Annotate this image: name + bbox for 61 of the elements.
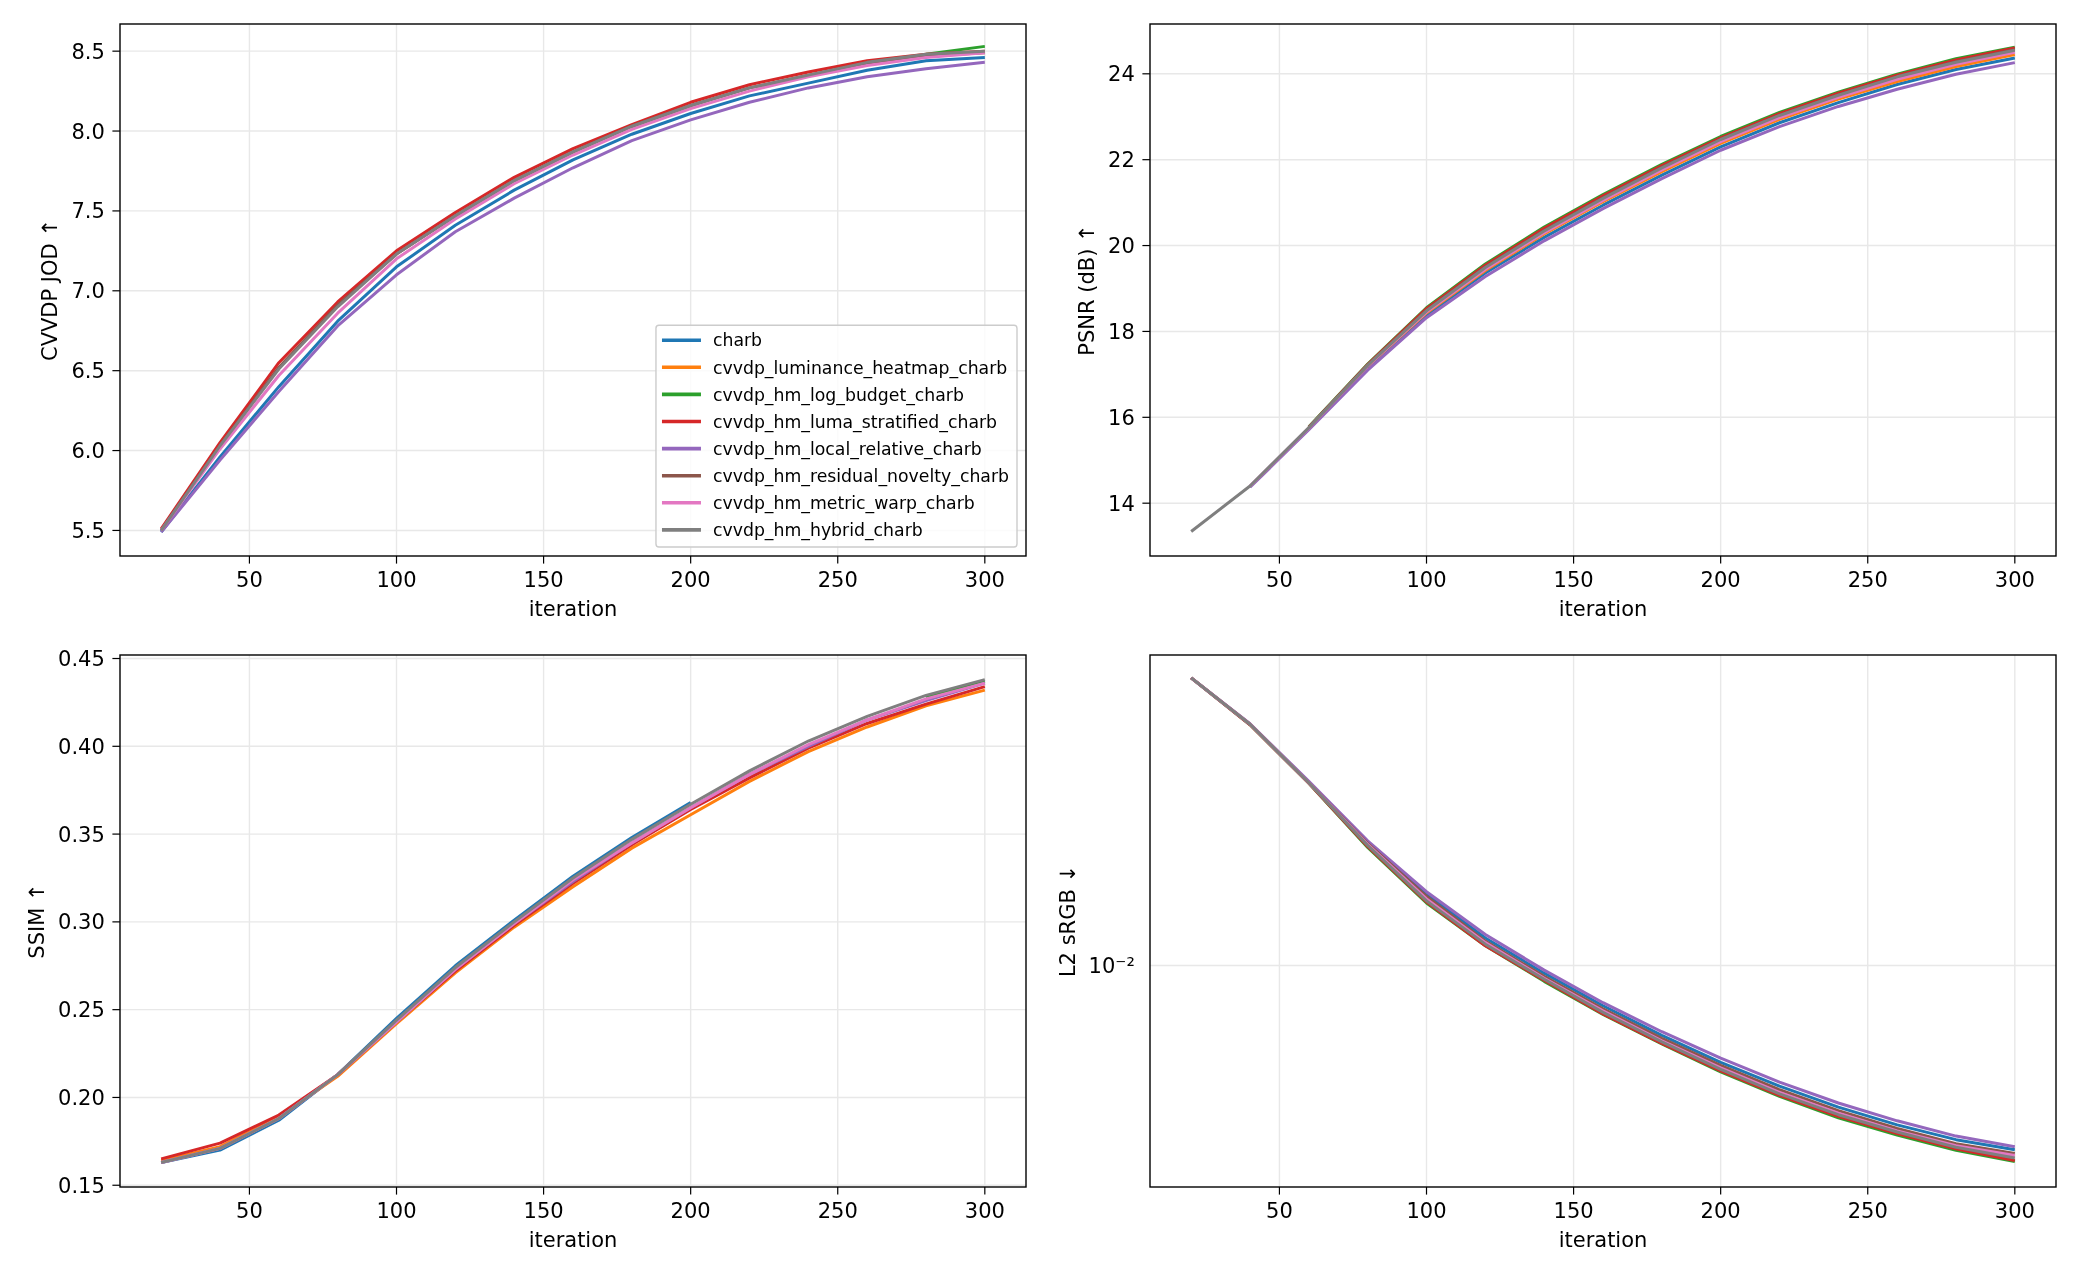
x-tick-label: 100 (376, 568, 417, 593)
y-tick-label: 0.15 (58, 1173, 105, 1198)
x-tick-label: 150 (523, 568, 564, 593)
y-tick-label: 0.30 (58, 910, 105, 935)
x-tick-label: 100 (1406, 1199, 1447, 1224)
legend-label: cvvdp_hm_luma_stratified_charb (712, 411, 998, 433)
y-tick-label: 0.45 (58, 647, 105, 672)
legend-label: cvvdp_hm_metric_warp_charb (712, 493, 975, 515)
x-tick-label: 250 (1847, 1199, 1888, 1224)
y-tick-label: 6.5 (71, 359, 105, 384)
x-axis-title: iteration (528, 1228, 618, 1252)
y-tick-label: 16 (1108, 405, 1135, 430)
x-tick-label: 300 (1994, 1199, 2035, 1224)
y-tick-label: 18 (1108, 320, 1135, 344)
y-axis-title: SSIM ↑ (25, 883, 50, 959)
y-tick-label: 7.5 (71, 199, 105, 224)
x-tick-label: 150 (523, 1199, 564, 1224)
y-tick-label: 24 (1108, 62, 1135, 87)
x-axis-title: iteration (1558, 597, 1648, 621)
y-axis-title: L2 sRGB ↓ (1055, 864, 1080, 978)
x-axis-title: iteration (1558, 1228, 1648, 1252)
x-tick-label: 50 (1266, 1199, 1293, 1224)
legend-label: cvvdp_hm_local_relative_charb (712, 438, 982, 460)
x-tick-label: 100 (1406, 568, 1447, 593)
x-tick-label: 50 (236, 1199, 263, 1224)
y-tick-label: 5.5 (71, 519, 105, 543)
y-tick-label: 0.40 (58, 734, 105, 759)
legend-label: cvvdp_hm_log_budget_charb (712, 384, 964, 406)
x-tick-label: 250 (817, 568, 858, 593)
y-axis-title: CVVDP JOD ↑ (38, 218, 63, 362)
y-tick-label: 0.25 (58, 998, 105, 1023)
y-tick-label: 0.20 (58, 1086, 105, 1111)
legend-label: cvvdp_hm_hybrid_charb (712, 520, 923, 542)
ref-line-label: 10⁻² (1088, 954, 1135, 979)
y-tick-label: 8.0 (71, 119, 105, 144)
y-tick-label: 14 (1108, 491, 1135, 516)
x-tick-label: 200 (670, 568, 711, 593)
x-tick-label: 250 (817, 1199, 858, 1224)
x-tick-label: 150 (1553, 568, 1594, 593)
x-tick-label: 50 (1266, 568, 1293, 593)
x-tick-label: 150 (1553, 1199, 1594, 1224)
x-axis-title: iteration (528, 597, 618, 621)
x-tick-label: 200 (670, 1199, 711, 1224)
x-tick-label: 100 (376, 1199, 417, 1224)
x-tick-label: 250 (1847, 568, 1888, 593)
x-tick-label: 200 (1700, 1199, 1741, 1224)
legend-label: cvvdp_luminance_heatmap_charb (712, 357, 1008, 379)
x-tick-label: 300 (1994, 568, 2035, 593)
y-tick-label: 20 (1108, 234, 1135, 259)
legend-label: charb (712, 330, 763, 351)
y-tick-label: 22 (1108, 148, 1135, 173)
y-tick-label: 6.0 (71, 439, 105, 464)
legend-label: cvvdp_hm_residual_novelty_charb (712, 465, 1010, 487)
y-tick-label: 0.35 (58, 822, 105, 847)
x-tick-label: 50 (236, 568, 263, 593)
x-tick-label: 300 (964, 568, 1005, 593)
x-tick-label: 300 (964, 1199, 1005, 1224)
y-tick-label: 8.5 (71, 39, 105, 64)
x-tick-label: 200 (1700, 568, 1741, 593)
y-axis-title: PSNR (dB) ↑ (1075, 224, 1100, 356)
y-tick-label: 7.0 (71, 279, 105, 304)
